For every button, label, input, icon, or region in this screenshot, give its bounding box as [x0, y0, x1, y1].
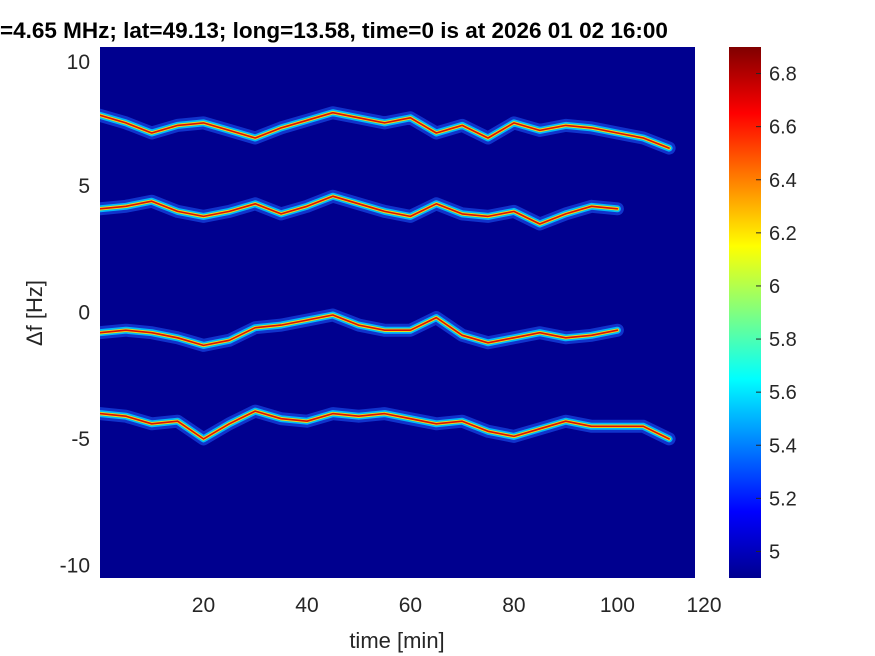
- signal-trace: [100, 410, 670, 440]
- y-tick-label: 0: [78, 302, 90, 325]
- y-tick-label: 5: [78, 175, 90, 198]
- colorbar-tick-label: 5: [769, 541, 780, 563]
- x-tick-label: 80: [502, 594, 525, 617]
- chart-title: =4.65 MHz; lat=49.13; long=13.58, time=0…: [0, 18, 668, 43]
- x-tick-label: 40: [295, 594, 318, 617]
- colorbar-tick-label: 5.6: [769, 382, 797, 404]
- signal-trace: [100, 314, 619, 347]
- colorbar-tick-label: 5.4: [769, 435, 797, 457]
- colorbar-tick-label: 6.6: [769, 117, 797, 139]
- x-tick-label: 20: [192, 594, 215, 617]
- colorbar-tick-label: 6.2: [769, 223, 797, 245]
- y-axis: -10 -5 0 5 10: [60, 51, 90, 577]
- colorbar-tick-label: 5.8: [769, 329, 797, 351]
- colorbar-tick-label: 6.4: [769, 170, 797, 192]
- signal-trace: [100, 195, 619, 225]
- y-axis-label: Δf [Hz]: [22, 280, 47, 346]
- colorbar-tick-label: 5.2: [769, 488, 797, 510]
- colorbar-tick-label: 6: [769, 276, 780, 298]
- colorbar-ticks: 5 5.2 5.4 5.6 5.8 6 6.2 6.4 6.6 6.8: [756, 64, 797, 563]
- signal-trace: [100, 111, 670, 149]
- y-tick-label: 10: [67, 51, 90, 74]
- x-axis-label: time [min]: [349, 628, 444, 653]
- x-axis: 20 40 60 80 100 120: [192, 594, 722, 617]
- plot-area: [100, 47, 695, 578]
- y-tick-label: -10: [60, 554, 90, 577]
- colorbar-tick-label: 6.8: [769, 64, 797, 86]
- x-tick-label: 100: [600, 594, 635, 617]
- y-tick-label: -5: [71, 428, 90, 451]
- x-tick-label: 60: [399, 594, 422, 617]
- colorbar: [729, 47, 761, 578]
- x-tick-label: 120: [686, 594, 721, 617]
- trace-layer: [100, 106, 676, 446]
